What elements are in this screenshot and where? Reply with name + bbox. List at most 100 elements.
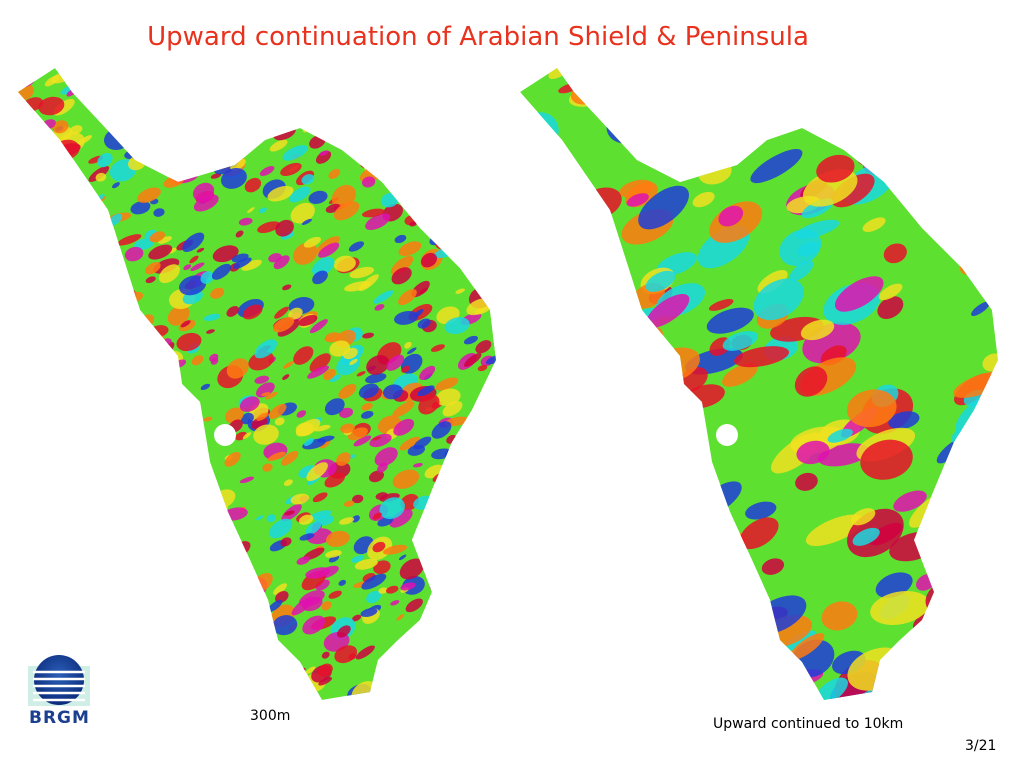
anomaly-blob: [127, 521, 151, 540]
anomaly-blob: [52, 120, 69, 134]
anomaly-blob: [479, 228, 496, 248]
anomaly-blob: [298, 315, 318, 327]
anomaly-blob: [18, 602, 29, 613]
anomaly-blob: [196, 99, 207, 105]
anomaly-blob: [188, 137, 197, 143]
anomaly-blob: [432, 74, 456, 90]
anomaly-blob: [240, 81, 260, 95]
anomaly-blob: [947, 121, 998, 152]
anomaly-blob: [70, 480, 92, 499]
anomaly-blob: [589, 411, 627, 429]
anomaly-blob: [430, 605, 458, 628]
anomaly-blob: [248, 113, 264, 126]
anomaly-blob: [358, 383, 379, 399]
anomaly-blob: [531, 223, 591, 259]
anomaly-blob: [305, 567, 331, 579]
anomaly-blob: [466, 298, 490, 316]
anomaly-blob: [365, 373, 387, 384]
anomaly-blob: [366, 355, 390, 375]
anomaly-blob: [789, 260, 814, 282]
anomaly-blob: [381, 68, 405, 76]
anomaly-blob: [200, 69, 221, 88]
anomaly-blob: [220, 167, 247, 189]
anomaly-blob: [85, 550, 109, 560]
anomaly-blob: [121, 670, 148, 690]
anomaly-blob: [20, 650, 36, 663]
anomaly-blob: [235, 230, 244, 238]
anomaly-blob: [130, 597, 153, 613]
anomaly-blob: [337, 68, 362, 75]
anomaly-blob: [448, 119, 470, 138]
map-caption: Upward continued to 10km: [713, 716, 904, 732]
anomaly-blob: [334, 645, 358, 664]
anomaly-blob: [274, 417, 285, 426]
anomaly-blob: [663, 643, 688, 662]
anomaly-blob: [27, 344, 44, 356]
anomaly-blob: [425, 670, 441, 683]
anomaly-blob: [275, 590, 289, 603]
anomaly-blob: [224, 660, 243, 674]
anomaly-blob: [240, 412, 254, 425]
anomaly-blob: [380, 100, 405, 113]
anomaly-blob: [221, 667, 234, 678]
anomaly-blob: [272, 615, 298, 636]
anomaly-blob: [69, 588, 92, 607]
anomaly-blob: [18, 73, 33, 83]
anomaly-blob: [86, 546, 105, 562]
anomaly-blob: [265, 392, 278, 400]
anomaly-blob: [224, 452, 241, 467]
anomaly-blob: [179, 275, 207, 296]
anomaly-blob: [188, 638, 209, 653]
anomaly-blob: [262, 123, 278, 133]
anomaly-blob: [283, 671, 307, 690]
anomaly-blob: [143, 413, 166, 428]
anomaly-blob: [378, 587, 388, 594]
anomaly-blob: [87, 379, 105, 393]
anomaly-blob: [106, 465, 126, 478]
anomaly-blob: [32, 460, 55, 479]
anomaly-blob: [137, 630, 164, 643]
anomaly-blob: [796, 440, 830, 465]
anomaly-blob: [356, 371, 366, 377]
anomaly-blob: [486, 527, 496, 543]
anomaly-blob: [627, 409, 665, 444]
anomaly-blob: [148, 244, 173, 260]
anomaly-blob: [432, 148, 451, 163]
anomaly-blob: [361, 402, 373, 411]
anomaly-blob: [71, 445, 86, 459]
anomaly-blob: [402, 176, 413, 184]
anomaly-blob: [382, 110, 394, 119]
anomaly-blob: [169, 400, 190, 410]
anomaly-blob: [276, 68, 290, 71]
anomaly-blob: [383, 384, 403, 400]
logo-stripes: [33, 670, 85, 702]
anomaly-blob: [374, 304, 385, 311]
anomaly-blob: [124, 246, 144, 262]
anomaly-blob: [162, 661, 177, 674]
anomaly-blob: [332, 101, 346, 114]
anomaly-blob: [72, 276, 81, 285]
anomaly-blob: [877, 296, 904, 320]
anomaly-blob: [487, 191, 495, 198]
anomaly-blob: [453, 197, 469, 207]
anomaly-blob: [475, 84, 490, 94]
anomaly-blob: [301, 218, 312, 225]
anomaly-blob: [391, 267, 412, 285]
anomaly-blob: [578, 458, 601, 475]
anomaly-blob: [122, 691, 140, 700]
anomaly-blob: [203, 416, 213, 422]
anomaly-blob: [374, 447, 398, 467]
anomaly-blob: [877, 109, 913, 139]
anomaly-blob: [238, 217, 253, 226]
map-10km: [520, 68, 998, 700]
anomaly-blob: [217, 143, 242, 153]
anomaly-blob: [797, 241, 820, 257]
anomaly-blob: [672, 483, 715, 505]
anomaly-blob: [534, 618, 565, 646]
anomaly-blob: [137, 402, 146, 410]
anomaly-blob: [301, 174, 315, 185]
anomaly-blob: [31, 327, 43, 337]
anomaly-blob: [62, 430, 81, 440]
anomaly-blob: [274, 306, 289, 319]
anomaly-blob: [251, 614, 272, 632]
